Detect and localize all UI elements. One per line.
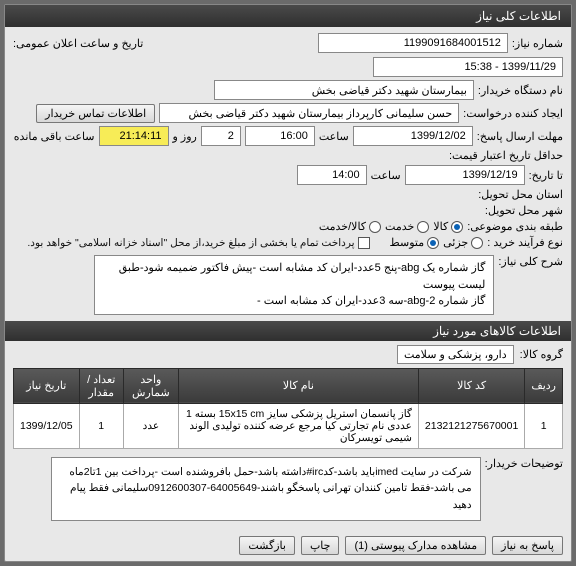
buyer-contact-button[interactable]: اطلاعات تماس خریدار [36,104,155,123]
table-row: 12132121275670001گاز پانسمان استریل پزشک… [14,403,563,448]
label-time-1: ساعت [319,130,349,143]
label-remain: ساعت باقی مانده [14,130,95,143]
section-header-main: اطلاعات کلی نیاز [5,5,571,27]
credit-date-field: 1399/12/19 [405,165,525,185]
radio-service[interactable]: خدمت [385,220,429,233]
section-header-items: اطلاعات کالاهای مورد نیاز [5,321,571,341]
radio-low[interactable]: جزئی [443,236,483,249]
publish-datetime-field: 1399/11/29 - 15:38 [373,57,563,77]
label-time-2: ساعت [371,169,401,182]
attachments-button[interactable]: مشاهده مدارک پیوستی (1) [345,536,486,555]
reply-button[interactable]: پاسخ به نیاز [492,536,563,555]
label-buyer-notes: توضیحات خریدار: [485,457,563,470]
credit-time-field: 14:00 [297,165,367,185]
col-header: ردیف [525,368,563,403]
col-header: تعداد / مقدار [79,368,123,403]
back-button[interactable]: بازگشت [239,536,295,555]
items-table: ردیفکد کالانام کالاواحد شمارشتعداد / مقد… [13,368,563,449]
reply-time-field: 16:00 [245,126,315,146]
check-partial-pay[interactable]: پرداخت تمام یا بخشی از مبلغ خرید،از محل … [27,237,369,249]
group-field: دارو، پزشکی و سلامت [397,345,514,364]
reply-remain-field: 21:14:11 [99,126,169,146]
label-summary: شرح کلی نیاز: [498,255,563,268]
need-number-field: 1199091684001512 [318,33,508,53]
label-device: نام دستگاه خریدار: [478,84,563,97]
label-until: تا تاریخ: [529,169,563,182]
label-creator: ایجاد کننده درخواست: [463,107,563,120]
radio-goods[interactable]: کالا [433,220,463,233]
col-header: نام کالا [178,368,418,403]
buyer-notes-box: شرکت در سایت imedباید باشد-کدirc#داشته ب… [51,457,481,521]
label-need-no: شماره نیاز: [512,37,563,50]
label-reply-deadline: مهلت ارسال پاسخ: [477,130,563,143]
col-header: کد کالا [418,368,524,403]
label-deliver-province: استان محل تحویل: [478,188,563,201]
reply-days-field: 2 [201,126,241,146]
label-budget-cat: طبقه بندی موضوعی: [467,220,563,233]
creator-field: حسن سلیمانی کارپرداز بیمارستان شهید دکتر… [159,103,459,123]
label-pub-datetime: تاریخ و ساعت اعلان عمومی: [13,37,143,50]
label-min-credit: حداقل تاریخ اعتبار قیمت: [449,149,563,162]
label-deliver-city: شهر محل تحویل: [485,204,563,217]
print-button[interactable]: چاپ [301,536,340,555]
label-day: روز و [173,130,197,143]
reply-date-field: 1399/12/02 [353,126,473,146]
summary-box: گاز شماره یک abg-پنج 5عدد-ایران کد مشابه… [94,255,494,315]
col-header: تاریخ نیاز [14,368,80,403]
device-field: بیمارستان شهید دکتر قیاضی بخش [214,80,474,100]
label-group: گروه کالا: [520,348,563,361]
radio-mid[interactable]: متوسط [390,236,440,249]
radio-goods-service[interactable]: کالا/خدمت [319,220,381,233]
label-buy-type: نوع فرآیند خرید : [487,236,563,249]
col-header: واحد شمارش [123,368,178,403]
